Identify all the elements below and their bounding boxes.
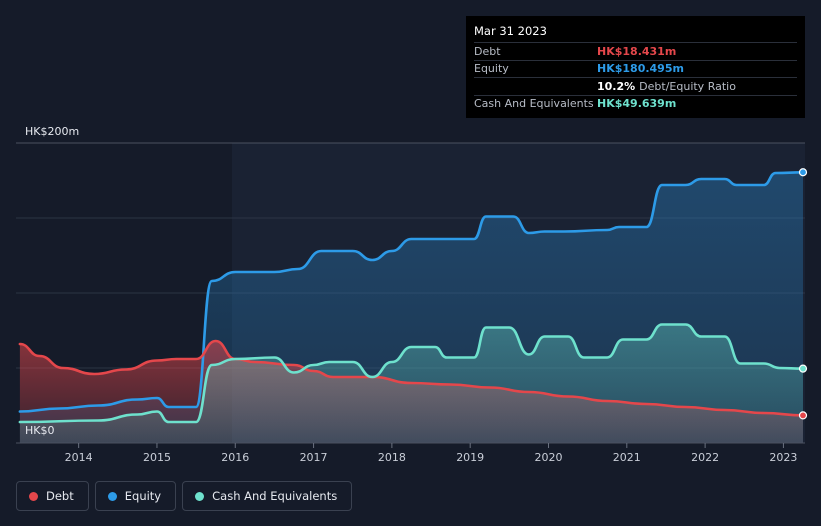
- tooltip-row-debt: Debt HK$18.431m: [474, 42, 797, 60]
- tooltip-label: Cash And Equivalents: [474, 97, 594, 111]
- legend-label: Equity: [124, 489, 162, 503]
- tooltip-value-debt: HK$18.431m: [597, 44, 677, 58]
- tooltip-row-ratio: 10.2% Debt/Equity Ratio: [474, 77, 797, 95]
- x-tick-label: 2023: [769, 451, 797, 464]
- x-tick-label: 2018: [378, 451, 406, 464]
- series-endpoints: [798, 168, 808, 420]
- x-axis: 2014 2015 2016 2017 2018 2019 2020 2021 2022 2023: [16, 442, 805, 464]
- tooltip-date: Mar 31 2023: [474, 24, 547, 38]
- tooltip-row-cash: Cash And Equivalents HK$49.639m: [474, 94, 797, 113]
- tooltip-value-equity: HK$180.495m: [597, 62, 684, 76]
- legend-item-debt[interactable]: Debt: [16, 481, 89, 511]
- equity-line: [18, 171, 805, 413]
- x-tick-label: 2020: [534, 451, 562, 464]
- legend-dot-icon: [195, 491, 205, 501]
- legend-item-cash[interactable]: Cash And Equivalents: [182, 481, 353, 511]
- x-tick-label: 2021: [613, 451, 641, 464]
- cash-line: [18, 323, 805, 424]
- tooltip-row-equity: Equity HK$180.495m: [474, 59, 797, 78]
- equity-endpoint: [798, 168, 808, 177]
- series-lines: [18, 171, 805, 424]
- y-axis-top-label: HK$200m: [25, 125, 79, 138]
- x-tick-label: 2014: [65, 451, 93, 464]
- x-tick-label: 2015: [143, 451, 171, 464]
- legend-label: Debt: [46, 489, 74, 503]
- legend-dot-icon: [107, 491, 117, 501]
- tooltip-value-cash: HK$49.639m: [597, 97, 677, 111]
- y-axis-bottom-label: HK$0: [25, 424, 54, 437]
- legend-item-equity[interactable]: Equity: [94, 481, 177, 511]
- x-tick-label: 2022: [691, 451, 719, 464]
- tooltip-ratio-caption: Debt/Equity Ratio: [639, 79, 736, 93]
- x-tick-label: 2016: [221, 451, 249, 464]
- x-tick-label: 2019: [456, 451, 484, 464]
- cash-endpoint: [798, 364, 808, 373]
- legend-dot-icon: [29, 491, 38, 501]
- legend-label: Cash And Equivalents: [212, 489, 338, 503]
- tooltip-label: Debt: [474, 44, 501, 58]
- chart-legend: Debt Equity Cash And Equivalents: [16, 481, 353, 511]
- data-tooltip: Mar 31 2023 Debt HK$18.431m Equity HK$18…: [466, 16, 805, 118]
- debt-line: [18, 339, 805, 417]
- tooltip-label: Equity: [474, 62, 509, 76]
- tooltip-value-ratio: 10.2%: [597, 79, 636, 93]
- debt-endpoint: [798, 411, 808, 420]
- x-tick-label: 2017: [300, 451, 328, 464]
